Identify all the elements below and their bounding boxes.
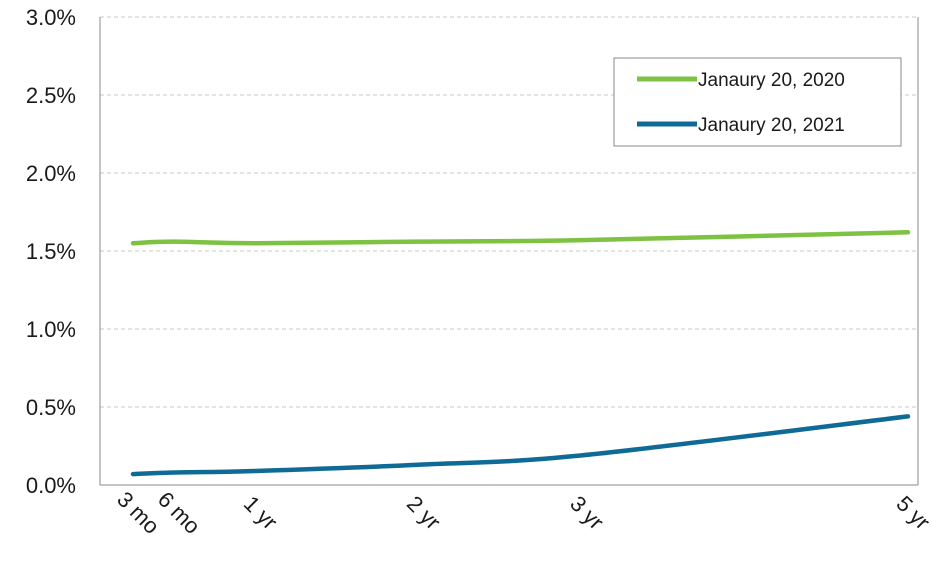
series-line-2020 — [130, 230, 911, 246]
legend: Janaury 20, 2020 Janaury 20, 2021 — [613, 57, 902, 147]
gridlines — [100, 16, 918, 408]
y-tick-label: 0.5% — [26, 395, 76, 420]
y-tick-label: 2.0% — [26, 161, 76, 186]
series-line-2021 — [130, 414, 911, 477]
y-tick-label: 3.0% — [26, 5, 76, 30]
y-tick-label: 0.0% — [26, 473, 76, 498]
x-tick-label: 5 yr — [891, 491, 932, 535]
x-tick-label: 6 mo — [153, 487, 205, 539]
y-tick-label: 2.5% — [26, 83, 76, 108]
series-lines — [130, 230, 911, 477]
y-tick-label: 1.0% — [26, 317, 76, 342]
legend-label-2021: Janaury 20, 2021 — [698, 115, 845, 136]
legend-label-2020: Janaury 20, 2020 — [698, 70, 845, 91]
y-tick-label: 1.5% — [26, 239, 76, 264]
x-tick-label: 3 mo — [112, 487, 164, 539]
x-tick-label: 3 yr — [565, 491, 609, 535]
y-axis-ticks: 0.0% 0.5% 1.0% 1.5% 2.0% 2.5% 3.0% — [26, 5, 76, 498]
legend-box — [613, 57, 902, 147]
x-tick-label: 2 yr — [402, 491, 446, 535]
x-tick-label: 1 yr — [239, 491, 283, 535]
x-axis-ticks: 3 mo6 mo 1 yr 2 yr 3 yr 5 yr — [112, 487, 932, 539]
